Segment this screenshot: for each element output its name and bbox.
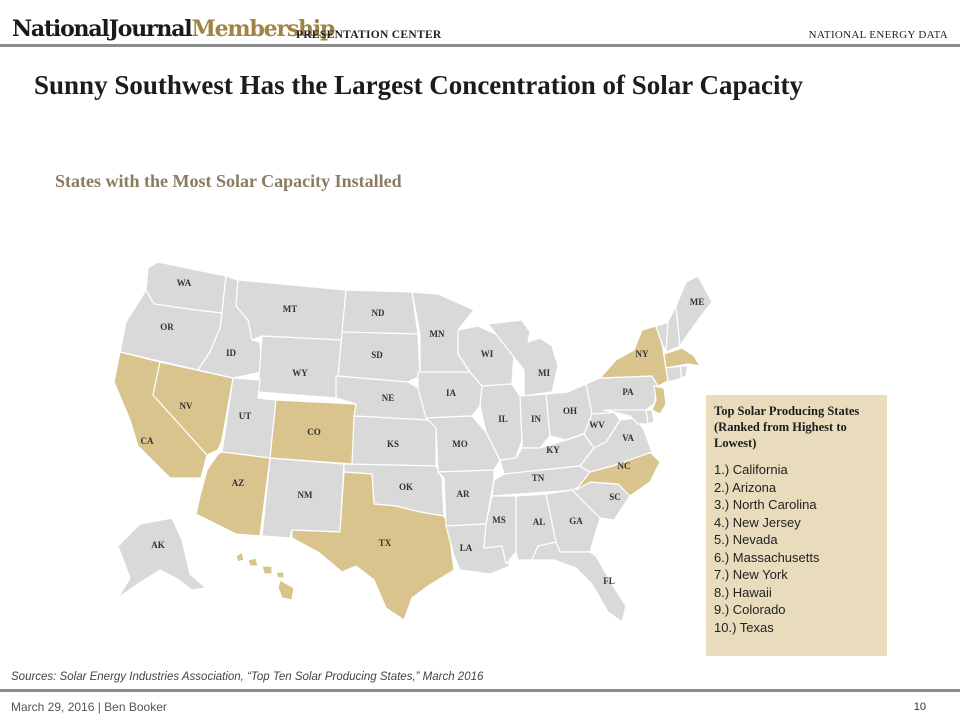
- label-IA: IA: [446, 388, 457, 398]
- header: NationalJournalMembership PRESENTATION C…: [0, 0, 960, 47]
- label-SC: SC: [609, 492, 621, 502]
- label-OH: OH: [563, 406, 577, 416]
- ranking-item: 7.) New York: [714, 567, 788, 582]
- ranking-item: 3.) North Carolina: [714, 497, 817, 512]
- label-ID: ID: [226, 348, 237, 358]
- logo-membership: Membership: [191, 16, 335, 42]
- ranking-item: 2.) Arizona: [714, 479, 777, 495]
- label-LA: LA: [460, 543, 473, 553]
- presentation-center-label: PRESENTATION CENTER: [296, 29, 442, 41]
- label-AR: AR: [457, 489, 470, 499]
- label-MI: MI: [538, 368, 550, 378]
- label-MT: MT: [283, 304, 298, 314]
- state-RI: [679, 365, 689, 379]
- state-SD: [337, 331, 421, 383]
- page-number: 10: [913, 701, 926, 713]
- state-FL: [531, 541, 627, 623]
- label-MN: MN: [430, 329, 445, 339]
- state-AK: [117, 517, 207, 599]
- label-TN: TN: [532, 473, 545, 483]
- ranking-item: 1.) California: [714, 462, 788, 477]
- label-VA: VA: [622, 433, 634, 443]
- label-AZ: AZ: [232, 478, 245, 488]
- state-MI: [487, 319, 559, 397]
- national-journal-membership-logo: NationalJournalMembership: [12, 14, 335, 44]
- label-TX: TX: [379, 538, 392, 548]
- map-subtitle: States with the Most Solar Capacity Inst…: [55, 171, 402, 191]
- label-AK: AK: [151, 540, 165, 550]
- sources-note: Sources: Solar Energy Industries Associa…: [11, 671, 484, 683]
- label-OR: OR: [160, 322, 174, 332]
- ranking-item: 6.) Massachusetts: [714, 549, 820, 565]
- label-WY: WY: [292, 368, 308, 378]
- label-WI: WI: [481, 349, 494, 359]
- footer-date-author: March 29, 2016 | Ben Booker: [11, 700, 167, 714]
- label-ME: ME: [690, 297, 705, 307]
- label-CA: CA: [141, 436, 154, 446]
- state-WY: [257, 335, 343, 399]
- label-NY: NY: [636, 349, 649, 359]
- label-FL: FL: [603, 576, 615, 586]
- state-CT: [665, 365, 683, 383]
- label-CO: CO: [307, 427, 321, 437]
- label-KS: KS: [387, 439, 399, 449]
- label-NM: NM: [298, 490, 313, 500]
- label-MS: MS: [492, 515, 506, 525]
- ranking-item: 9.) Colorado: [714, 602, 786, 617]
- state-MD: [603, 409, 649, 425]
- state-KS: [351, 415, 437, 467]
- header-divider: [0, 44, 960, 47]
- label-MO: MO: [452, 439, 468, 449]
- label-NC: NC: [618, 461, 631, 471]
- logo-national-journal: NationalJournal: [12, 16, 193, 42]
- section-label: NATIONAL ENERGY DATA: [808, 29, 948, 41]
- label-WV: WV: [589, 420, 605, 430]
- label-PA: PA: [622, 387, 634, 397]
- label-NV: NV: [180, 401, 193, 411]
- state-NJ: [651, 385, 667, 415]
- label-UT: UT: [239, 411, 252, 421]
- slide-title: Sunny Southwest Has the Largest Concentr…: [34, 70, 804, 100]
- state-MO: [425, 415, 501, 473]
- ranking-list: 1.) California 2.) Arizona 3.) North Car…: [714, 461, 879, 636]
- state-AZ: [195, 451, 271, 537]
- label-IN: IN: [531, 414, 542, 424]
- label-IL: IL: [498, 414, 508, 424]
- state-ME: [675, 275, 713, 347]
- callout-title: Top Solar Producing States (Ranked from …: [714, 404, 860, 450]
- ranking-item: 10.) Texas: [714, 619, 774, 635]
- state-TX: [291, 471, 455, 621]
- ranking-item: 4.) New Jersey: [714, 514, 801, 530]
- label-WA: WA: [177, 278, 192, 288]
- ranking-item: 5.) Nevada: [714, 532, 778, 547]
- label-OK: OK: [399, 482, 413, 492]
- label-AL: AL: [533, 517, 546, 527]
- label-SD: SD: [371, 350, 383, 360]
- footer-divider: [0, 689, 960, 692]
- label-KY: KY: [546, 445, 560, 455]
- label-GA: GA: [569, 516, 583, 526]
- label-ND: ND: [372, 308, 385, 318]
- label-NE: NE: [382, 393, 395, 403]
- top-states-callout: Top Solar Producing States (Ranked from …: [706, 395, 887, 656]
- state-HI: [235, 551, 295, 601]
- ranking-item: 8.) Hawaii: [714, 584, 772, 600]
